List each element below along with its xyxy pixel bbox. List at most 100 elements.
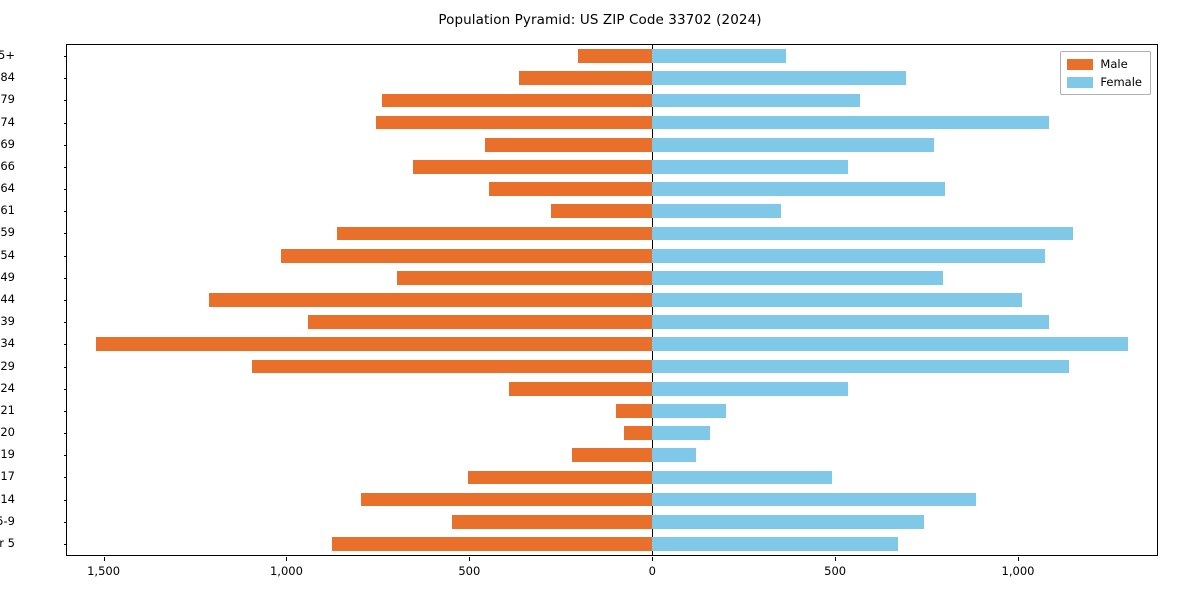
bar-male[interactable]	[468, 470, 653, 485]
y-axis-tick-mark	[63, 166, 67, 168]
y-axis-tick-mark	[63, 233, 67, 235]
bar-female[interactable]	[652, 337, 1128, 352]
bar-female[interactable]	[652, 381, 848, 396]
bar-male[interactable]	[376, 115, 653, 130]
x-axis-tick-mark	[469, 557, 471, 561]
bar-male[interactable]	[615, 403, 653, 418]
bar-female[interactable]	[652, 537, 899, 551]
bar-male[interactable]	[332, 537, 653, 551]
bar-female[interactable]	[652, 49, 786, 63]
y-axis-tick-label: 70-74	[0, 114, 15, 129]
legend-entry[interactable]: Female	[1067, 75, 1142, 89]
bar-female[interactable]	[652, 492, 976, 507]
bar-row	[67, 448, 1157, 463]
x-axis-tick-label: 1,000	[269, 564, 303, 578]
bar-female[interactable]	[652, 315, 1050, 330]
bar-male[interactable]	[337, 226, 653, 241]
y-axis-tick-mark	[63, 477, 67, 479]
y-axis-tick-mark	[63, 410, 67, 412]
bar-female[interactable]	[652, 160, 848, 174]
bar-row	[67, 270, 1157, 285]
legend-label: Male	[1100, 57, 1128, 71]
y-axis-tick-mark	[63, 300, 67, 301]
bar-male[interactable]	[489, 182, 653, 196]
bar-female[interactable]	[652, 270, 944, 285]
legend-entry[interactable]: Male	[1067, 57, 1142, 71]
legend-label: Female	[1100, 75, 1142, 89]
bar-female[interactable]	[652, 403, 727, 418]
y-axis-tick-label: 55-59	[0, 225, 15, 240]
bar-female[interactable]	[652, 248, 1046, 263]
bar-female[interactable]	[652, 226, 1073, 241]
y-axis-tick-label: 18-19	[0, 447, 15, 462]
bar-male[interactable]	[485, 137, 653, 152]
legend-color-swatch	[1067, 76, 1094, 88]
bar-male[interactable]	[572, 448, 653, 463]
bar-male[interactable]	[413, 160, 653, 174]
bar-male[interactable]	[577, 49, 653, 63]
y-axis-tick-label: 5-9	[0, 513, 15, 528]
y-axis-tick-label: Under 5	[0, 535, 15, 550]
y-axis-tick-mark	[63, 211, 67, 213]
y-axis-tick-label: 10-14	[0, 491, 15, 506]
bar-male[interactable]	[361, 492, 653, 507]
plot-inner: 85+ 80-84 75-79 70-74 67-69 65-66 62-64 60-61 55…	[0, 45, 1157, 578]
bar-female[interactable]	[652, 293, 1022, 307]
y-axis-tick-mark	[63, 344, 67, 346]
legend-color-swatch	[1067, 58, 1094, 70]
bar-female[interactable]	[652, 137, 934, 152]
bar-female[interactable]	[652, 448, 697, 463]
bar-row	[67, 426, 1157, 440]
bar-row	[67, 71, 1157, 86]
y-axis-tick-label: 50-54	[0, 247, 15, 262]
bar-row	[67, 137, 1157, 152]
bar-male[interactable]	[623, 426, 653, 440]
bar-female[interactable]	[652, 93, 860, 108]
bar-row	[67, 470, 1157, 485]
x-axis-tick-label: 1,000	[1001, 564, 1035, 578]
bar-row	[67, 337, 1157, 352]
bar-male[interactable]	[280, 248, 653, 263]
bar-female[interactable]	[652, 204, 781, 219]
y-axis-tick-mark	[63, 189, 67, 191]
y-axis-tick-label: 80-84	[0, 70, 15, 85]
x-axis-tick-mark	[286, 557, 288, 561]
y-axis-tick-mark	[63, 56, 67, 58]
bar-female[interactable]	[652, 182, 945, 196]
bar-row	[67, 315, 1157, 330]
bar-female[interactable]	[652, 426, 711, 440]
bar-male[interactable]	[451, 514, 653, 529]
bar-female[interactable]	[652, 514, 924, 529]
bar-male[interactable]	[519, 71, 653, 86]
bar-male[interactable]	[381, 93, 653, 108]
bar-male[interactable]	[251, 359, 653, 374]
x-axis-tick-mark	[835, 557, 837, 561]
bar-female[interactable]	[652, 470, 833, 485]
y-axis-tick-label: 15-17	[0, 469, 15, 484]
x-axis-tick-mark	[103, 557, 105, 561]
bar-female[interactable]	[652, 71, 906, 86]
y-axis-tick-label: 22-24	[0, 380, 15, 395]
bar-male[interactable]	[308, 315, 653, 330]
y-axis-tick-label: 65-66	[0, 158, 15, 173]
x-axis-tick-mark	[1018, 557, 1019, 561]
bar-row	[67, 182, 1157, 196]
x-axis-tick-label: 1,500	[87, 564, 121, 578]
y-axis-tick-label: 30-34	[0, 336, 15, 351]
bar-male[interactable]	[396, 270, 653, 285]
bar-male[interactable]	[550, 204, 653, 219]
bar-female[interactable]	[652, 115, 1050, 130]
y-axis-tick-mark	[63, 499, 67, 501]
bar-male[interactable]	[508, 381, 653, 396]
x-axis-tick-mark	[652, 557, 654, 561]
bar-row	[67, 160, 1157, 174]
bar-female[interactable]	[652, 359, 1070, 374]
y-axis-tick-label: 60-61	[0, 203, 15, 218]
bar-male[interactable]	[96, 337, 653, 352]
bar-row	[67, 514, 1157, 529]
bar-row	[67, 49, 1157, 63]
bar-male[interactable]	[208, 293, 653, 307]
x-axis-tick-label: 0	[648, 564, 656, 578]
bar-row	[67, 248, 1157, 263]
